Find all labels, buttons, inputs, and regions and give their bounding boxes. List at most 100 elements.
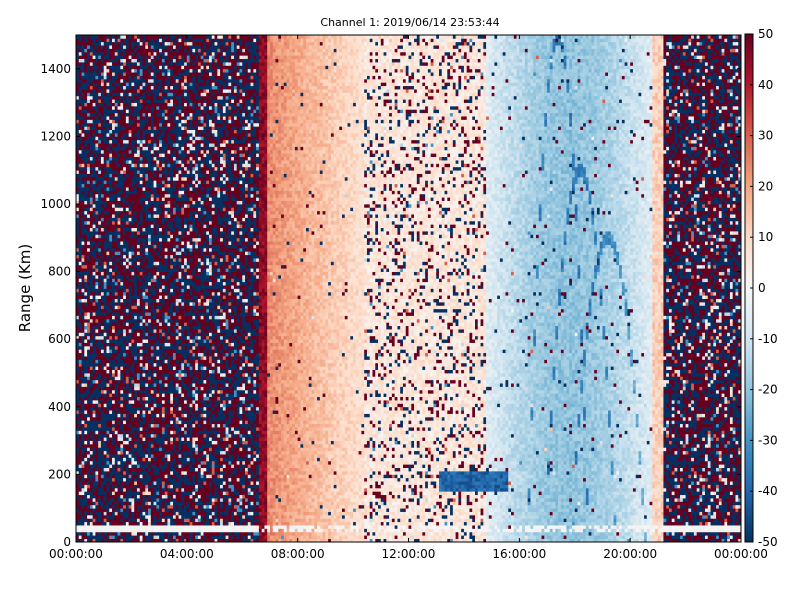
heatmap-cell [231, 481, 234, 485]
heatmap-cell [403, 522, 406, 526]
heatmap-cell [278, 485, 281, 489]
heatmap-cell [497, 522, 500, 526]
heatmap-cell [156, 471, 159, 475]
heatmap-cell [519, 491, 522, 495]
heatmap-cell [575, 485, 578, 489]
heatmap-cell [386, 498, 389, 502]
heatmap-cell [669, 508, 672, 512]
heatmap-cell [439, 471, 442, 475]
heatmap-cell [179, 501, 182, 505]
heatmap-cell [694, 491, 697, 495]
heatmap-cell [317, 528, 320, 532]
heatmap-cell [276, 522, 279, 526]
heatmap-cell [442, 512, 445, 516]
heatmap-cell [195, 518, 198, 522]
heatmap-cell [336, 522, 339, 526]
heatmap-cell [544, 481, 547, 485]
heatmap-cell [367, 501, 370, 505]
heatmap-cell [428, 528, 431, 532]
heatmap-cell [494, 498, 497, 502]
heatmap-cell [242, 515, 245, 519]
heatmap-cell [242, 505, 245, 509]
heatmap-cell [636, 518, 639, 522]
heatmap-cell [209, 495, 212, 499]
heatmap-cell [564, 498, 567, 502]
heatmap-cell [425, 491, 428, 495]
heatmap-cell [267, 491, 270, 495]
heatmap-cell [336, 512, 339, 516]
heatmap-cell [508, 505, 511, 509]
heatmap-cell [414, 508, 417, 512]
heatmap-cell [492, 515, 495, 519]
heatmap-cell [298, 501, 301, 505]
heatmap-cell [159, 505, 162, 509]
heatmap-cell [569, 501, 572, 505]
heatmap-cell [691, 535, 694, 539]
heatmap-cell [348, 471, 351, 475]
heatmap-cell [397, 518, 400, 522]
heatmap-cell [494, 495, 497, 499]
heatmap-cell [336, 505, 339, 509]
heatmap-cell [422, 498, 425, 502]
heatmap-cell [303, 491, 306, 495]
heatmap-cell [697, 495, 700, 499]
heatmap-cell [469, 471, 472, 475]
heatmap-cell [364, 512, 367, 516]
heatmap-cell [331, 528, 334, 532]
heatmap-cell [273, 515, 276, 519]
heatmap-cell [154, 518, 157, 522]
heatmap-cell [597, 532, 600, 536]
heatmap-cell [392, 515, 395, 519]
heatmap-cell [131, 485, 134, 489]
heatmap-cell [663, 491, 666, 495]
heatmap-cell [306, 508, 309, 512]
heatmap-cell [461, 478, 464, 482]
heatmap-cell [162, 501, 165, 505]
heatmap-cell [228, 525, 231, 529]
heatmap-cell [151, 512, 154, 516]
heatmap-cell [314, 508, 317, 512]
heatmap-cell [223, 485, 226, 489]
heatmap-cell [226, 495, 229, 499]
heatmap-cell [458, 508, 461, 512]
heatmap-cell [691, 498, 694, 502]
heatmap-cell [167, 522, 170, 526]
heatmap-cell [686, 532, 689, 536]
heatmap-cell [203, 532, 206, 536]
heatmap-cell [403, 512, 406, 516]
heatmap-cell [481, 532, 484, 536]
heatmap-cell [422, 528, 425, 532]
heatmap-cell [215, 478, 218, 482]
heatmap-cell [198, 512, 201, 516]
heatmap-cell [134, 515, 137, 519]
heatmap-cell [558, 528, 561, 532]
heatmap-cell [614, 525, 617, 529]
heatmap-cell [711, 488, 714, 492]
heatmap-cell [345, 491, 348, 495]
heatmap-cell [530, 474, 533, 478]
heatmap-cell [165, 485, 168, 489]
heatmap-cell [129, 528, 132, 532]
heatmap-cell [276, 532, 279, 536]
heatmap-cell [162, 471, 165, 475]
heatmap-cell [436, 481, 439, 485]
heatmap-cell [276, 525, 279, 529]
heatmap-cell [602, 512, 605, 516]
heatmap-cell [558, 508, 561, 512]
heatmap-cell [131, 535, 134, 539]
heatmap-cell [156, 481, 159, 485]
heatmap-cell [145, 515, 148, 519]
heatmap-cell [392, 495, 395, 499]
heatmap-cell [87, 532, 90, 536]
heatmap-cell [708, 512, 711, 516]
heatmap-cell [253, 498, 256, 502]
heatmap-cell [312, 518, 315, 522]
heatmap-cell [203, 491, 206, 495]
heatmap-cell [129, 495, 132, 499]
heatmap-cell [691, 525, 694, 529]
heatmap-cell [716, 485, 719, 489]
heatmap-cell [317, 508, 320, 512]
heatmap-cell [325, 512, 328, 516]
heatmap-cell [98, 508, 101, 512]
heatmap-cell [666, 508, 669, 512]
